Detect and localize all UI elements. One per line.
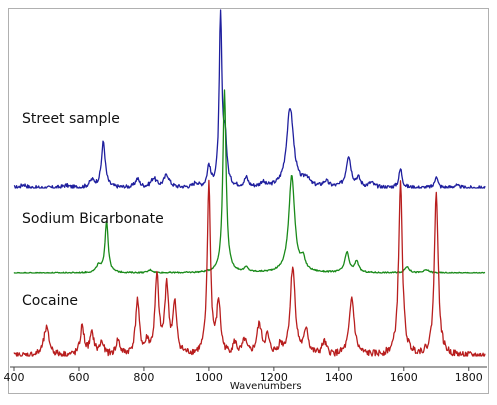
x-tick-label: 600	[68, 371, 89, 384]
x-tick-label: 400	[4, 371, 25, 384]
series-labels: Street sample Sodium Bicarbonate Cocaine	[22, 111, 164, 309]
series-line-sodium-bicarbonate	[13, 89, 486, 274]
series-label-sodium-bicarbonate: Sodium Bicarbonate	[22, 211, 164, 227]
x-axis-title: Wavenumbers	[230, 381, 302, 392]
spectra-traces	[13, 9, 486, 357]
x-tick-label: 1800	[455, 371, 483, 384]
x-axis-ticks: 400 600 800 1000 1200 1400 1600 1800	[4, 367, 483, 384]
x-tick-label: 1200	[260, 371, 288, 384]
x-tick-label: 1000	[195, 371, 223, 384]
series-label-street-sample: Street sample	[22, 111, 120, 127]
x-tick-label: 1400	[325, 371, 353, 384]
series-line-cocaine	[13, 179, 486, 357]
plot-frame	[8, 8, 489, 394]
series-label-cocaine: Cocaine	[22, 293, 78, 309]
x-tick-label: 1600	[390, 371, 418, 384]
series-line-street-sample	[13, 9, 486, 189]
x-tick-label: 800	[133, 371, 154, 384]
